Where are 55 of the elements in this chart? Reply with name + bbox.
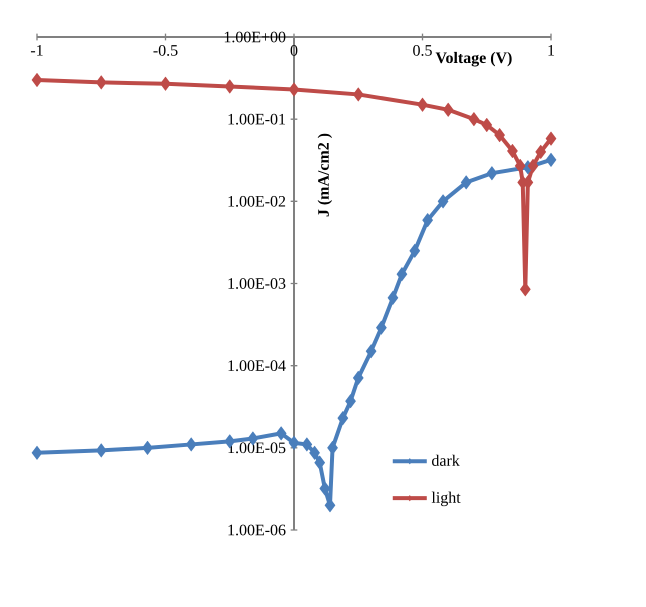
point: [320, 482, 330, 496]
point: [481, 118, 492, 132]
point: [338, 411, 348, 426]
point: [468, 112, 480, 126]
point: [186, 437, 197, 452]
x-axis-title: Voltage (V): [436, 52, 512, 66]
y-tick-label: 1.00E-06: [228, 524, 286, 536]
point: [507, 144, 518, 158]
point: [376, 320, 387, 335]
point: [366, 344, 376, 358]
y-tick-label: 1.00E-02: [228, 196, 286, 207]
point: [396, 267, 408, 282]
point: [409, 244, 420, 258]
x-tick-label: 0.5: [413, 45, 432, 56]
legend-label: dark: [432, 454, 460, 466]
point: [352, 87, 364, 102]
point: [546, 152, 556, 167]
point: [494, 128, 505, 142]
point: [32, 72, 42, 87]
point: [276, 426, 286, 440]
y-tick-label: 1.00E-03: [228, 278, 286, 289]
point: [160, 76, 171, 91]
point: [302, 437, 312, 452]
point: [96, 443, 107, 458]
point: [96, 75, 107, 90]
y-axis-title: J (mA/cm2 ): [318, 134, 332, 216]
point: [460, 175, 472, 190]
point: [314, 456, 326, 470]
point: [32, 446, 42, 460]
point: [288, 436, 300, 450]
x-tick-label: 1: [548, 45, 554, 56]
y-tick-label: 1.00E-04: [228, 360, 286, 372]
point: [486, 166, 498, 180]
y-tick-label: 1.00E-01: [228, 114, 286, 125]
point: [345, 394, 356, 408]
y-tick-label: 1.00E+00: [224, 32, 286, 42]
point: [514, 158, 526, 173]
point: [438, 194, 448, 208]
x-tick-label: 0: [290, 45, 298, 56]
point: [535, 144, 546, 159]
point: [417, 98, 428, 112]
x-tick-label: -1: [30, 45, 43, 56]
point: [352, 370, 364, 385]
point: [546, 132, 556, 146]
point: [224, 79, 236, 94]
legend-label: light: [432, 492, 461, 506]
point: [288, 82, 300, 96]
point: [309, 446, 320, 460]
point: [327, 440, 338, 455]
point: [422, 213, 433, 228]
point: [142, 440, 153, 455]
point: [528, 158, 538, 173]
point: [442, 102, 454, 117]
point: [388, 290, 398, 305]
x-tick-label: -0.5: [153, 45, 178, 56]
